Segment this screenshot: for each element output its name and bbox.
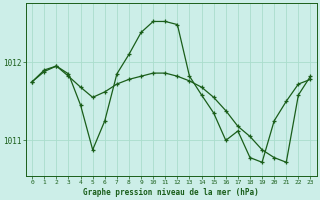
X-axis label: Graphe pression niveau de la mer (hPa): Graphe pression niveau de la mer (hPa) [84, 188, 259, 197]
